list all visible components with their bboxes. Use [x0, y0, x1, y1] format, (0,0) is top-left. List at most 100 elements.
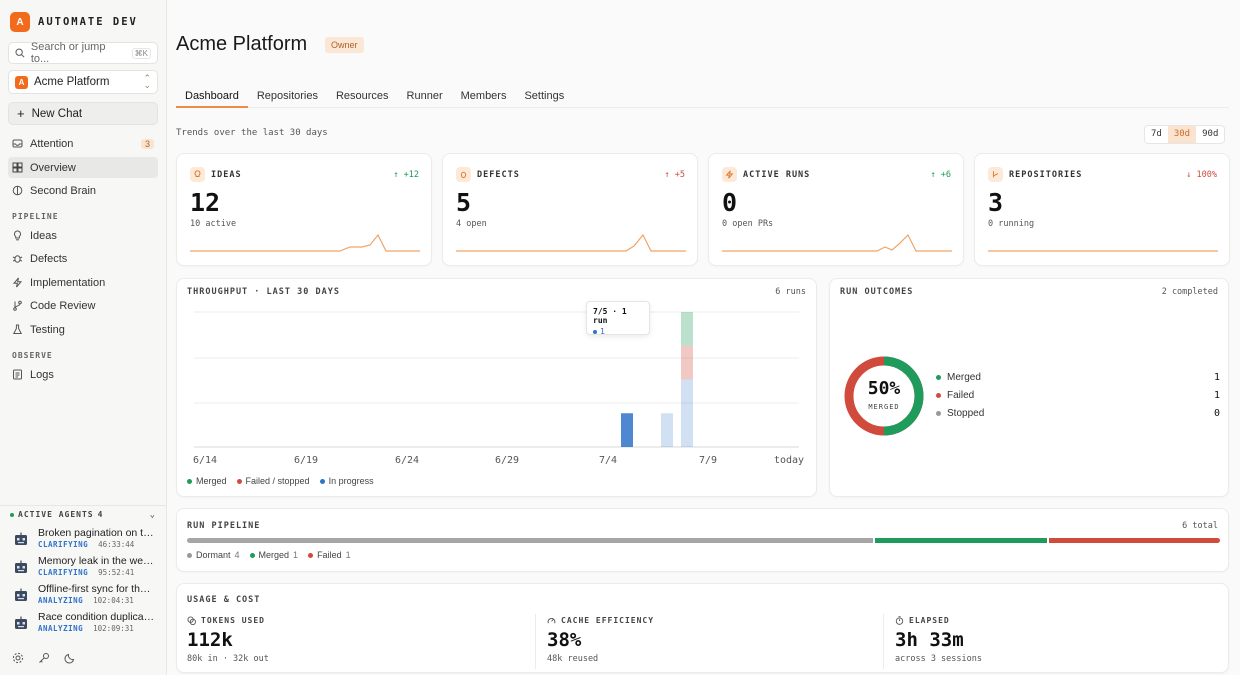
- donut-value: 50%: [867, 378, 901, 399]
- coins-icon: [187, 616, 196, 625]
- sidebar-item-label: Second Brain: [30, 184, 97, 197]
- agent-elapsed: 102:04:31: [93, 596, 134, 605]
- sidebar-item-code-review[interactable]: Code Review: [8, 295, 158, 316]
- stat-card-ideas[interactable]: IDEAS ↑ +12 12 10 active: [176, 153, 432, 266]
- sidebar-item-label: Ideas: [30, 229, 57, 242]
- tab-dashboard[interactable]: Dashboard: [176, 88, 248, 108]
- stat-subtext: 0 running: [988, 219, 1035, 229]
- x-tick-label: 7/4: [599, 455, 617, 466]
- outcome-label: Failed: [947, 390, 975, 401]
- divider: [535, 614, 536, 669]
- throughput-panel: THROUGHPUT · LAST 30 DAYS 6 runs 6/14 6/1…: [176, 278, 817, 497]
- range-30d[interactable]: 30d: [1167, 126, 1197, 143]
- gear-icon[interactable]: [12, 652, 24, 667]
- chart-bar[interactable]: [681, 345, 693, 380]
- tooltip-value: 1: [593, 327, 643, 336]
- agent-elapsed: 95:52:41: [98, 568, 135, 577]
- new-chat-button[interactable]: + New Chat: [8, 102, 158, 125]
- stat-label: ACTIVE RUNS: [743, 169, 811, 180]
- project-selector[interactable]: A Acme Platform ⌃ ⌄: [8, 70, 158, 94]
- key-icon[interactable]: [38, 652, 50, 667]
- tab-repositories[interactable]: Repositories: [256, 90, 318, 102]
- sidebar-footer: [12, 652, 76, 667]
- x-tick-label: 6/14: [193, 455, 217, 466]
- stat-label: DEFECTS: [477, 169, 520, 180]
- chart-bar[interactable]: [681, 379, 693, 448]
- sidebar-item-attention[interactable]: Attention 3: [8, 133, 158, 154]
- range-90d[interactable]: 90d: [1202, 129, 1219, 139]
- throughput-chart: 6/14 6/19 6/24 6/29 7/4 7/9 today: [193, 311, 804, 466]
- chart-bar[interactable]: [661, 413, 673, 447]
- chevron-down-icon[interactable]: ⌄: [149, 509, 156, 520]
- brand-name: AUTOMATE DEV: [38, 16, 138, 28]
- agent-elapsed: 102:09:31: [93, 624, 134, 633]
- throughput-title: THROUGHPUT · LAST 30 DAYS: [187, 287, 340, 297]
- agent-item[interactable]: Broken pagination on the... CLARIFYING 46:…: [12, 527, 162, 553]
- usage-elapsed-header: ELAPSED: [895, 616, 982, 625]
- search-input[interactable]: Search or jump to... ⌘K: [8, 41, 158, 65]
- moon-icon[interactable]: [64, 652, 76, 667]
- agent-item[interactable]: Offline-first sync for the ... ANALYZING 1…: [12, 583, 162, 609]
- sidebar-item-second-brain[interactable]: Second Brain: [8, 180, 158, 201]
- tab-resources[interactable]: Resources: [335, 90, 389, 102]
- role-badge: Owner: [325, 37, 364, 53]
- tab-members[interactable]: Members: [460, 90, 507, 102]
- run-outcomes-panel: RUN OUTCOMES 2 completed 50% MERGED Merg…: [829, 278, 1229, 497]
- range-selector: 7d 30d 90d: [1144, 125, 1226, 144]
- stat-value: 5: [456, 188, 472, 217]
- active-agents-count: 4: [97, 510, 104, 519]
- sidebar-item-label: Defects: [30, 252, 68, 265]
- sidebar-item-label: Logs: [30, 368, 54, 381]
- tab-bar: Dashboard Repositories Resources Runner …: [176, 88, 1229, 108]
- brand[interactable]: A AUTOMATE DEV: [10, 12, 138, 32]
- active-agents-header[interactable]: ACTIVE AGENTS 4 ⌄: [0, 505, 166, 523]
- plus-icon: +: [17, 106, 25, 121]
- legend-dormant: Dormant 4: [187, 550, 240, 560]
- agent-item[interactable]: Memory leak in the webs... CLARIFYING 95:5…: [12, 555, 162, 581]
- sidebar-item-logs[interactable]: Logs: [8, 364, 158, 385]
- legend-merged: Merged: [187, 476, 227, 486]
- tab-runner[interactable]: Runner: [406, 90, 443, 102]
- agent-title: Race condition duplicate...: [38, 611, 156, 623]
- legend-count: 4: [234, 550, 240, 560]
- x-tick-label: 6/24: [395, 455, 419, 466]
- sidebar-item-overview[interactable]: Overview: [8, 157, 158, 178]
- legend-failed: Failed 1: [308, 550, 351, 560]
- chart-bar[interactable]: [621, 413, 633, 447]
- sidebar-item-label: Testing: [30, 323, 65, 336]
- stat-delta-value: 100%: [1196, 170, 1217, 180]
- attention-badge: 3: [140, 138, 154, 149]
- chart-bar[interactable]: [681, 312, 693, 346]
- sparkline: [988, 250, 1218, 252]
- search-placeholder: Search or jump to...: [30, 41, 106, 65]
- stat-label: REPOSITORIES: [1009, 169, 1083, 180]
- zap-icon: [12, 277, 23, 288]
- lightbulb-icon: [12, 230, 23, 241]
- sidebar-item-ideas[interactable]: Ideas: [8, 225, 158, 246]
- sidebar-item-implementation[interactable]: Implementation: [8, 272, 158, 293]
- usage-elapsed: ELAPSED 3h 33m across 3 sessions: [895, 616, 982, 664]
- stat-card-active-runs[interactable]: ACTIVE RUNS ↑ +6 0 0 open PRs: [708, 153, 964, 266]
- stat-delta: ↓ 100%: [1186, 170, 1217, 180]
- stat-delta: ↑ +5: [664, 170, 686, 180]
- x-tick-label: today: [774, 455, 804, 466]
- run-pipeline-panel: RUN PIPELINE 6 total Dormant 4 Merged 1 Fa…: [176, 508, 1229, 572]
- sidebar-item-defects[interactable]: Defects: [8, 248, 158, 269]
- usage-cache: CACHE EFFICIENCY 38% 48k reused: [547, 616, 654, 664]
- tab-settings[interactable]: Settings: [524, 90, 565, 102]
- stat-card-defects[interactable]: DEFECTS ↑ +5 5 4 open: [442, 153, 698, 266]
- search-shortcut: ⌘K: [131, 47, 151, 59]
- range-7d[interactable]: 7d: [1151, 129, 1162, 139]
- legend-count: 1: [345, 550, 351, 560]
- stat-value: 0: [722, 188, 738, 217]
- git-branch-icon: [12, 300, 23, 311]
- stat-card-repositories[interactable]: REPOSITORIES ↓ 100% 3 0 running: [974, 153, 1230, 266]
- chevron-updown-icon: ⌃ ⌄: [143, 73, 151, 90]
- sidebar-item-label: Implementation: [30, 276, 106, 289]
- chart-tooltip: 7/5 · 1 run 1: [586, 301, 650, 336]
- legend-merged: Merged 1: [249, 550, 298, 560]
- stat-value: 12: [190, 188, 221, 217]
- agent-status: CLARIFYING: [38, 568, 89, 577]
- agent-item[interactable]: Race condition duplicate... ANALYZING 102:…: [12, 611, 162, 637]
- sidebar-item-testing[interactable]: Testing: [8, 319, 158, 340]
